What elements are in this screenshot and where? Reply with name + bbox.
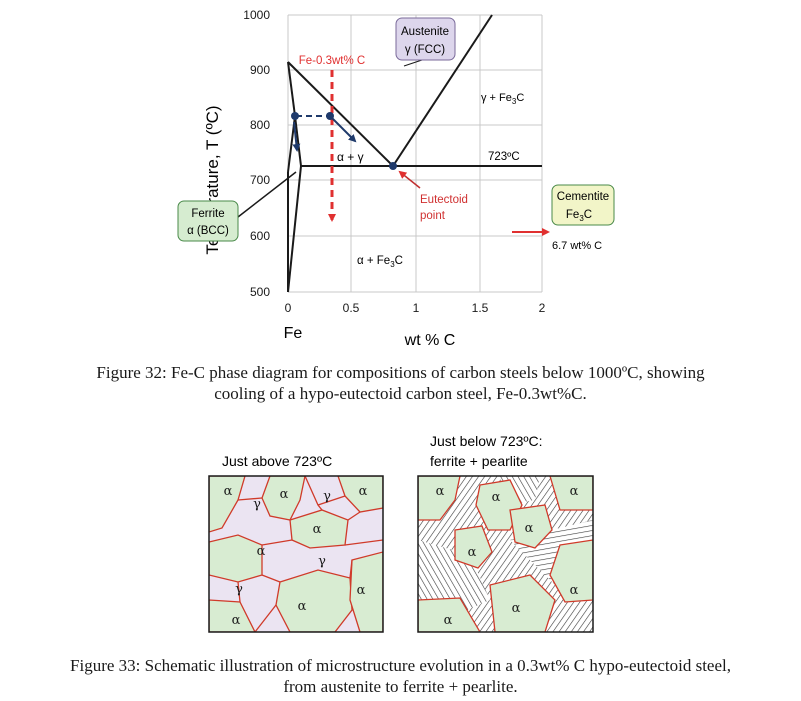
alpha-gamma-label: α + γ [337,150,364,164]
cementite-box [551,184,615,226]
right-panel-title-1: Just below 723ºC: [430,433,543,449]
y-tick-700: 700 [250,173,270,187]
gamma-label: γ [323,489,331,504]
y-tick-500: 500 [250,285,270,299]
eutectoid-label-2: point [420,210,446,222]
alpha-composition-dot [291,112,299,120]
ferrite-leader [237,171,297,218]
figure32-caption-line2: cooling of a hypo-eutectoid carbon steel… [214,384,587,403]
alpha-label: α [570,583,579,598]
eutectoid-arrow [398,170,421,189]
alpha-label: α [313,522,322,537]
left-panel-title: Just above 723ºC [222,453,332,469]
figure33-caption-line2: from austenite to ferrite + pearlite. [283,677,518,696]
figure33-caption: Figure 33: Schematic illustration of mic… [0,655,801,697]
ferrite-box [177,200,239,242]
cementite-label: Cementite [557,191,609,203]
austenite-microstructure [209,476,383,632]
x-axis-label: wt % C [404,332,456,349]
gamma-label: γ [318,554,326,569]
alpha-label: α [570,484,579,499]
ferrite-label: Ferrite [191,208,224,220]
right-panel-title-2: ferrite + pearlite [430,453,528,469]
x-tick-0: 0 [285,301,292,315]
alpha-label: α [298,599,307,614]
alpha-label: α [359,484,368,499]
alpha-label: α [444,613,453,628]
austenite-label: Austenite [401,26,449,38]
x-tick-2: 2 [539,301,546,315]
alpha-label: α [525,521,534,536]
left-panel-frame [208,475,384,633]
alpha-label: α [468,545,477,560]
austenite-box [395,17,456,61]
figure33-caption-line1: Figure 33: Schematic illustration of mic… [70,656,731,675]
cementite-formula: Fe3C [566,209,592,223]
alpha-label: α [224,484,233,499]
right-panel-frame [417,475,594,633]
gamma-fe3c-label: γ + Fe3C [481,92,524,106]
y-tick-600: 600 [250,229,270,243]
y-tick-1000: 1000 [243,8,270,22]
cementite-composition: 6.7 wt% C [552,240,602,252]
alpha-label: α [492,490,501,505]
pearlite-microstructure [418,476,593,632]
x-tick-0.5: 0.5 [343,301,360,315]
x-tick-1: 1 [413,301,420,315]
eutectoid-dot [389,162,397,170]
gamma-path-arrow [329,115,357,143]
ferrite-structure: α (BCC) [187,225,229,237]
eutectoid-label-1: Eutectoid [420,194,468,206]
alpha-fe3c-label: α + Fe3C [357,255,403,269]
fe-label: Fe [284,325,303,342]
phase-boundaries [287,14,542,293]
figure32-caption: Figure 32: Fe-C phase diagram for compos… [0,362,801,404]
grid [287,14,543,293]
alpha-label: α [357,583,366,598]
alpha-label: α [257,544,266,559]
alpha-label: α [280,487,289,502]
alpha-path-arrow [292,121,301,152]
austenite-structure: γ (FCC) [405,44,445,56]
alpha-label: α [512,601,521,616]
figure32-caption-line1: Figure 32: Fe-C phase diagram for compos… [96,363,705,382]
y-tick-800: 800 [250,118,270,132]
gamma-composition-dot [326,112,334,120]
microstructure-figure: Just above 723ºC Just below 723ºC: ferri… [208,433,594,633]
composition-label: Fe-0.3wt% C [299,55,365,67]
y-tick-900: 900 [250,63,270,77]
gamma-label: γ [235,582,243,597]
alpha-label: α [436,484,445,499]
eutectoid-temperature: 723ºC [488,151,520,163]
alpha-label: α [232,613,241,628]
phase-diagram: 1000 900 800 700 600 500 0 0.5 1 1.5 2 T… [177,8,615,349]
x-tick-1.5: 1.5 [472,301,489,315]
gamma-label: γ [253,497,261,512]
